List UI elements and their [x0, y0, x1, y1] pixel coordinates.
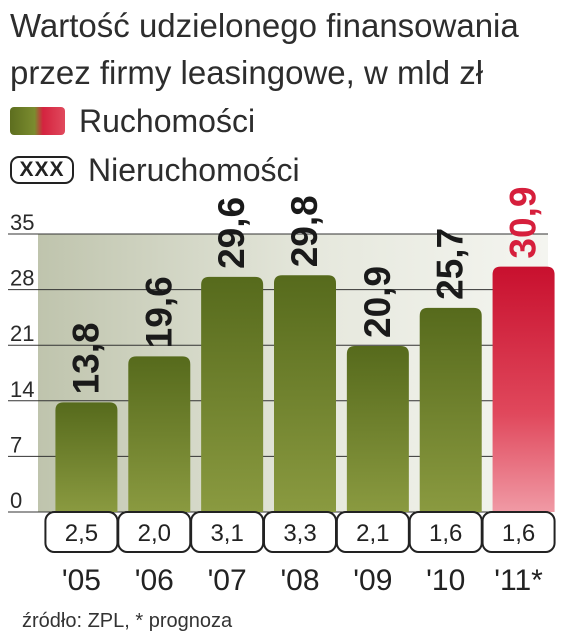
legend-item-real-estate: XXX Nieruchomości — [10, 150, 300, 190]
real-estate-value-box — [481, 511, 556, 553]
bar — [201, 276, 264, 512]
real-estate-value-label: 2,1 — [356, 520, 389, 547]
chart-title-line-1: Wartość udzielonego finansowania — [10, 7, 519, 44]
chart-title: Wartość udzielonego finansowania przez f… — [10, 2, 580, 96]
legend-label-real-estate: Nieruchomości — [88, 151, 300, 188]
y-tick-label: 35 — [10, 210, 34, 235]
legend-swatch-real-estate: XXX — [10, 156, 74, 184]
y-tick-label: 7 — [10, 432, 22, 457]
y-tick-label: 14 — [10, 377, 34, 402]
real-estate-value-label: 3,1 — [210, 520, 243, 547]
legend-item-movables: Ruchomości — [10, 101, 255, 141]
bar-value-label: 19,6 — [138, 276, 179, 348]
labels-layer: 13,8 2,5 '05 19,6 2,0 '06 29,6 3,1 '07 29,8 3,3 '08… — [44, 187, 556, 597]
x-category-label: '10 — [426, 564, 465, 597]
y-tick-label: 28 — [10, 266, 34, 291]
x-category-label: '06 — [135, 564, 174, 597]
x-category-label: '11* — [494, 564, 543, 597]
real-estate-value-label: 1,6 — [502, 520, 535, 547]
bar-value-label: 29,8 — [284, 195, 325, 267]
real-estate-value-label: 2,5 — [65, 520, 98, 547]
real-estate-value-label: 3,3 — [283, 520, 316, 547]
real-estate-value-label: 2,0 — [138, 520, 171, 547]
x-category-label: '05 — [62, 564, 101, 597]
legend-label-movables: Ruchomości — [79, 102, 256, 139]
bar-value-label: 25,7 — [430, 228, 471, 300]
bar-value-label: 20,9 — [357, 266, 398, 338]
bar — [346, 345, 409, 512]
x-category-label: '09 — [353, 564, 392, 597]
x-category-label: '07 — [208, 564, 247, 597]
bar-value-label: 29,6 — [211, 197, 252, 269]
y-tick-label: 0 — [10, 488, 22, 513]
source-note: źródło: ZPL, * prognoza — [22, 610, 233, 632]
legend-swatch-movables — [10, 107, 65, 135]
y-tick-label: 21 — [10, 321, 34, 346]
bar — [492, 266, 555, 512]
bar-value-label: 13,8 — [65, 322, 106, 394]
x-category-label: '08 — [280, 564, 319, 597]
bar-value-label: 30,9 — [503, 187, 544, 259]
bars-layer — [55, 266, 555, 512]
bar — [55, 402, 118, 512]
real-estate-value-label: 1,6 — [429, 520, 462, 547]
bar — [274, 275, 336, 512]
bar — [419, 307, 482, 512]
chart-title-line-2: przez firmy leasingowe, w mld zł — [10, 54, 484, 91]
bar — [128, 356, 191, 512]
